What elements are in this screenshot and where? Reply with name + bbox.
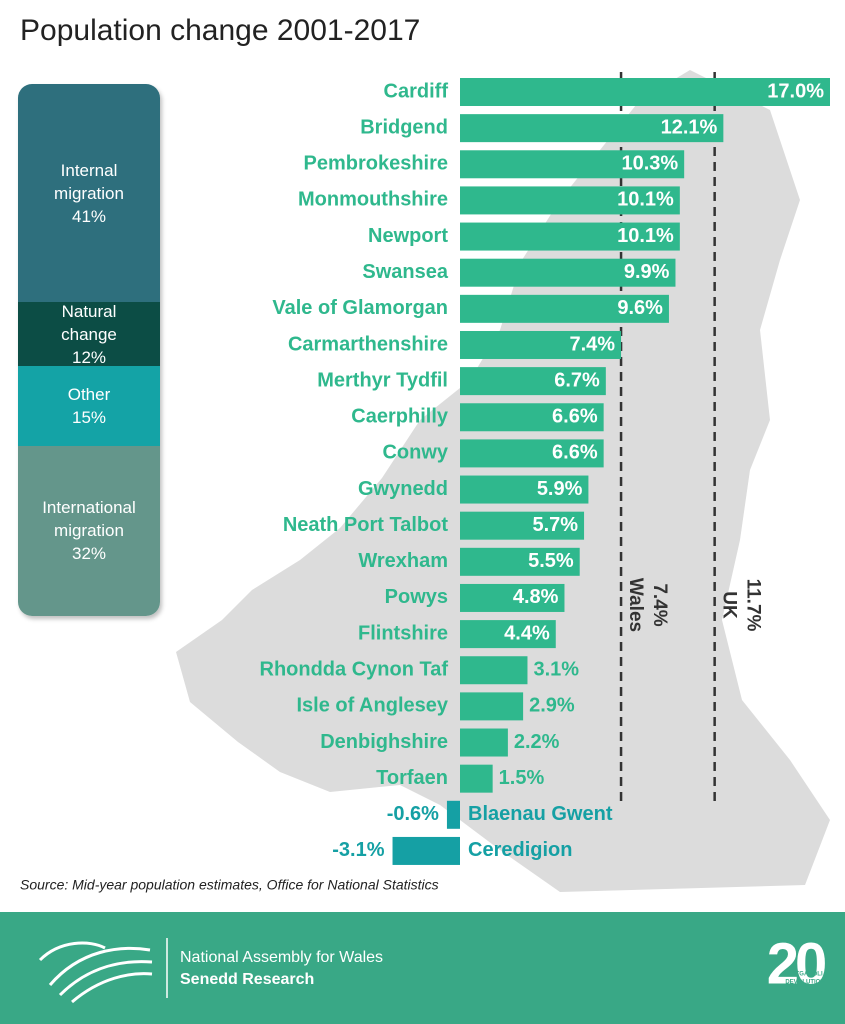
value-label: 10.3% bbox=[621, 153, 678, 175]
value-label: -3.1% bbox=[332, 839, 384, 861]
bar bbox=[460, 583, 565, 612]
value-label: 3.1% bbox=[533, 659, 579, 681]
component-value: 41% bbox=[71, 206, 107, 226]
footer-badge: 20 bbox=[767, 931, 825, 996]
category-label: Carmarthenshire bbox=[288, 333, 448, 355]
bar bbox=[460, 258, 676, 287]
source-note: Source: Mid-year population estimates, O… bbox=[20, 877, 439, 893]
bar bbox=[460, 294, 669, 323]
category-label: Bridgend bbox=[360, 116, 448, 138]
value-label: 12.1% bbox=[661, 116, 718, 138]
bar bbox=[460, 150, 685, 179]
value-label: 7.4% bbox=[569, 333, 615, 355]
component-name: Natural change bbox=[61, 301, 117, 344]
value-label: 4.8% bbox=[513, 586, 559, 608]
value-label: 1.5% bbox=[499, 767, 545, 789]
category-label: Swansea bbox=[362, 261, 448, 283]
value-label: 6.6% bbox=[552, 406, 598, 428]
reference-label: Wales 7.4% bbox=[625, 578, 670, 632]
value-label: 10.1% bbox=[617, 189, 674, 211]
component-segment: Other 15% bbox=[18, 365, 160, 446]
component-value: 12% bbox=[71, 347, 107, 367]
bar bbox=[460, 439, 604, 468]
value-label: 4.4% bbox=[504, 622, 550, 644]
bar bbox=[460, 475, 589, 504]
category-label: Caerphilly bbox=[351, 406, 449, 428]
component-name: Other bbox=[67, 384, 111, 404]
value-label: 10.1% bbox=[617, 225, 674, 247]
footer-band bbox=[0, 912, 845, 1024]
category-label: Isle of Anglesey bbox=[296, 695, 448, 717]
bar bbox=[460, 511, 585, 540]
value-label: 6.6% bbox=[552, 442, 598, 464]
category-label: Pembrokeshire bbox=[303, 153, 448, 175]
category-label: Vale of Glamorgan bbox=[272, 297, 448, 319]
value-label: 2.2% bbox=[514, 731, 560, 753]
bar bbox=[392, 836, 460, 865]
category-label: Gwynedd bbox=[358, 478, 448, 500]
bar bbox=[460, 764, 493, 793]
bar bbox=[446, 800, 460, 829]
component-segment: Natural change 12% bbox=[18, 301, 160, 367]
category-label: Flintshire bbox=[358, 622, 448, 644]
category-label: Torfaen bbox=[376, 767, 448, 789]
bar bbox=[460, 547, 580, 576]
bar bbox=[460, 728, 508, 757]
category-label: Neath Port Talbot bbox=[283, 514, 449, 536]
bar bbox=[460, 222, 680, 251]
footer-logo bbox=[38, 941, 153, 1004]
category-label: Blaenau Gwent bbox=[468, 803, 613, 825]
category-label: Conwy bbox=[382, 442, 448, 464]
value-label: 17.0% bbox=[767, 80, 824, 102]
value-label: 6.7% bbox=[554, 369, 600, 391]
value-label: -0.6% bbox=[387, 803, 439, 825]
category-label: Rhondda Cynon Taf bbox=[260, 659, 449, 681]
bar bbox=[460, 620, 556, 649]
value-label: 5.9% bbox=[537, 478, 583, 500]
category-label: Monmouthshire bbox=[298, 189, 448, 211]
bar bbox=[460, 114, 724, 143]
category-label: Newport bbox=[368, 225, 448, 247]
bar bbox=[460, 367, 606, 396]
value-label: 2.9% bbox=[529, 695, 575, 717]
category-label: Denbighshire bbox=[320, 731, 448, 753]
reference-label: UK 11.7% bbox=[719, 579, 764, 632]
category-label: Wrexham bbox=[358, 550, 448, 572]
footer-badge-text: DEVOLUTION bbox=[785, 980, 824, 986]
category-label: Ceredigion bbox=[468, 839, 572, 861]
component-name: Internal migration bbox=[54, 160, 124, 203]
reference-name: UK bbox=[719, 591, 740, 619]
category-label: Merthyr Tydfil bbox=[317, 369, 448, 391]
component-segment: Internal migration 41% bbox=[18, 84, 160, 303]
value-label: 5.5% bbox=[528, 550, 574, 572]
value-label: 9.6% bbox=[617, 297, 663, 319]
component-value: 32% bbox=[71, 544, 107, 564]
footer-unit: Senedd Research bbox=[180, 971, 314, 988]
reference-name: Wales bbox=[625, 578, 646, 632]
component-value: 15% bbox=[71, 407, 107, 427]
bar bbox=[460, 692, 524, 721]
bar bbox=[460, 330, 622, 359]
value-label: 5.7% bbox=[532, 514, 578, 536]
component-segment: International migration 32% bbox=[18, 445, 160, 616]
bar bbox=[460, 403, 604, 432]
bar bbox=[460, 78, 830, 106]
value-label: 9.9% bbox=[624, 261, 670, 283]
component-name: International migration bbox=[42, 498, 136, 541]
component-bar: Internal migration 41% Natural change 12% Ot… bbox=[18, 84, 160, 616]
reference-value: 11.7% bbox=[743, 579, 764, 632]
bar bbox=[460, 656, 528, 685]
chart-title: Population change 2001-2017 bbox=[20, 14, 420, 47]
footer-badge-text: DATGANOLI bbox=[787, 972, 823, 978]
bar bbox=[460, 186, 680, 215]
reference-value: 7.4% bbox=[649, 583, 670, 626]
footer-org: National Assembly for Wales bbox=[180, 949, 383, 966]
category-label: Powys bbox=[385, 586, 448, 608]
category-label: Cardiff bbox=[384, 80, 449, 102]
